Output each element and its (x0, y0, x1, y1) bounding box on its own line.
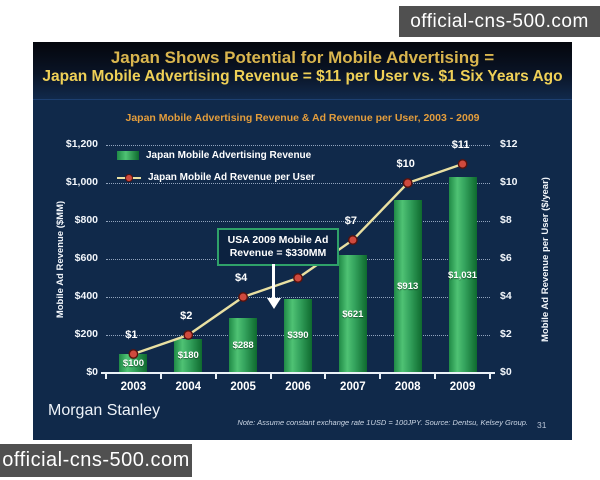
callout-arrow (272, 264, 275, 298)
plot-area: $1,200 $1,000 $800 $600 $400 $200 $0 $12 $10 $8 $6… (66, 138, 518, 393)
x-axis-label: 2005 (230, 381, 256, 393)
slide-title-band: Japan Shows Potential for Mobile Adverti… (33, 42, 572, 100)
left-axis-tick-label: $0 (86, 366, 98, 378)
legend-item-bar-series: Japan Mobile Advertising Revenue (117, 150, 311, 161)
bar-value-label: $621 (342, 308, 364, 320)
line-marker-icon (402, 178, 413, 188)
left-axis-tick-label: $800 (74, 214, 98, 226)
bar-2006: $390 (284, 298, 312, 373)
x-axis-label: 2004 (175, 381, 202, 393)
legend-label-line: Japan Mobile Ad Revenue per User (148, 172, 315, 183)
bar-value-label: $913 (397, 280, 419, 292)
x-axis-label: 2003 (120, 381, 147, 393)
bar-2007: $621 (338, 255, 367, 373)
brand-logo: Morgan Stanley (48, 402, 161, 419)
x-axis-label: 2008 (394, 381, 421, 393)
bar-value-label: $1,031 (448, 269, 478, 281)
gridline (106, 297, 490, 298)
line-marker-icon (128, 349, 139, 359)
left-axis-tick-label: $200 (74, 328, 98, 340)
presentation-slide: Japan Shows Potential for Mobile Adverti… (33, 42, 572, 440)
watermark-text: official-cns-500.com (410, 10, 589, 32)
gridline (106, 145, 490, 146)
line-marker-icon (293, 273, 303, 283)
slide-title-line2: Japan Mobile Advertising Revenue = $11 p… (42, 68, 563, 85)
bar-2004: $180 (174, 338, 203, 373)
left-axis-tick-label: $400 (74, 290, 98, 302)
right-axis-tick-label: $4 (500, 290, 512, 302)
slide-title-line1: Japan Shows Potential for Mobile Adverti… (110, 48, 495, 67)
x-axis-label: 2006 (285, 381, 311, 393)
annotation-line1: USA 2009 Mobile Ad (227, 233, 329, 246)
bar-2009: $1,031 (448, 177, 478, 373)
x-axis-tick (105, 374, 107, 379)
right-axis-tick-label: $0 (500, 366, 512, 378)
line-marker-icon (347, 235, 358, 245)
annotation-line2: Revenue = $330MM (229, 247, 327, 259)
line-point-label: $10 (396, 158, 415, 170)
line-point-label: $4 (235, 272, 248, 284)
x-axis-tick (379, 374, 382, 379)
line-point-label: $2 (180, 310, 193, 322)
watermark-text: official-cns-500.com (2, 449, 190, 471)
line-point-label: $7 (344, 215, 357, 227)
line-marker-icon (457, 159, 468, 169)
line-marker-icon (183, 330, 194, 340)
bar-value-label: $100 (122, 358, 144, 369)
x-axis-tick (324, 374, 327, 379)
bar-2005: $288 (229, 318, 258, 373)
right-axis-tick-label: $10 (500, 176, 518, 188)
line-marker-icon (238, 292, 249, 302)
annotation-callout-box: USA 2009 Mobile Ad Revenue = $330MM (217, 228, 339, 266)
gridline (106, 221, 490, 222)
right-axis-tick-label: $2 (500, 328, 512, 340)
x-axis-tick (489, 374, 491, 379)
x-axis-label: 2009 (449, 381, 476, 393)
bar-2003: $100 (119, 354, 148, 373)
x-axis-tick (214, 374, 217, 379)
left-axis-tick-label: $600 (74, 252, 98, 264)
right-axis-tick-label: $6 (500, 252, 512, 264)
source-footnote: Note: Assume constant exchange rate 1USD… (237, 418, 528, 427)
line-point-label: $11 (451, 139, 470, 151)
x-axis-tick (434, 374, 437, 379)
line-point-label: $1 (125, 329, 138, 341)
x-axis-label: 2007 (340, 381, 366, 393)
right-axis-tick-label: $8 (500, 214, 512, 226)
left-axis-tick-label: $1,200 (65, 138, 98, 150)
line-series (128, 159, 468, 359)
left-axis-tick-label: $1,000 (65, 176, 98, 188)
x-axis-tick (269, 374, 272, 379)
bar-value-label: $180 (177, 350, 199, 362)
watermark-badge-top: official-cns-500.com (399, 6, 600, 37)
page-number: 31 (537, 420, 547, 430)
bar-2008: $913 (393, 199, 422, 373)
bar-value-label: $288 (232, 340, 254, 352)
line-series-swatch-icon (117, 173, 141, 182)
bar-series-swatch-icon (117, 151, 139, 160)
bar-value-label: $390 (287, 330, 309, 342)
chart-title: Japan Mobile Advertising Revenue & Ad Re… (125, 112, 480, 124)
legend-label-bar: Japan Mobile Advertising Revenue (146, 150, 312, 161)
watermark-badge-bottom: official-cns-500.com (0, 444, 192, 477)
right-axis-tick-label: $12 (500, 138, 518, 150)
gridline (106, 183, 490, 184)
legend-item-line-series: Japan Mobile Ad Revenue per User (117, 172, 315, 183)
callout-arrow-head-icon (266, 298, 281, 309)
x-axis-tick (159, 374, 162, 379)
x-axis-line (101, 372, 495, 374)
